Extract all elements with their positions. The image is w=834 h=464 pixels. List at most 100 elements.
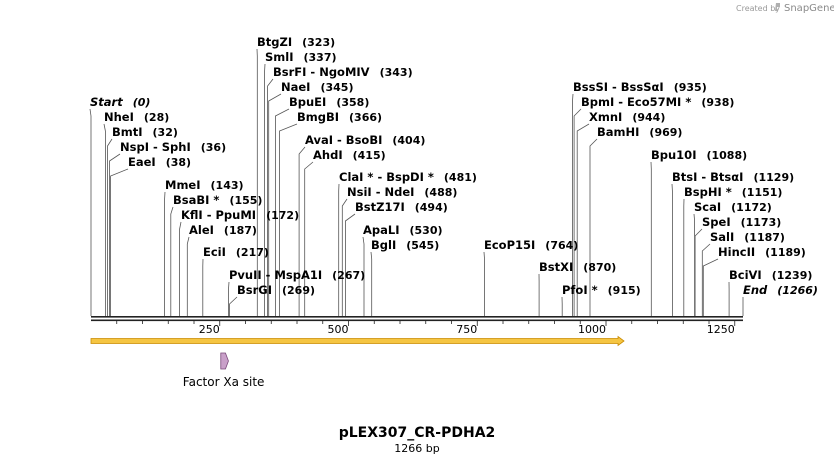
site-label[interactable]: AvaI - BsoBI (404) [305, 133, 425, 147]
site-label[interactable]: BsaBI * (155) [173, 193, 262, 207]
site-position: (143) [211, 179, 244, 192]
site-label[interactable]: End (1266) [743, 283, 818, 297]
site-label[interactable]: Bpu10I (1088) [651, 148, 747, 162]
site-position: (1173) [741, 216, 782, 229]
orf-arrow-shape[interactable] [90, 335, 625, 347]
site-label[interactable]: EaeI (38) [128, 155, 191, 169]
site-position: (1129) [753, 171, 794, 184]
site-position: (343) [380, 66, 413, 79]
site-label[interactable]: ScaI (1172) [694, 200, 772, 214]
site-name: EaeI [128, 155, 156, 169]
site-leader-line [701, 243, 711, 316]
site-name: BstZ17I [355, 200, 405, 214]
site-label[interactable]: AleI (187) [189, 223, 257, 237]
site-name: AhdI [313, 148, 343, 162]
site-name: XmnI [589, 110, 622, 124]
site-label[interactable]: ClaI * - BspDI * (481) [339, 170, 477, 184]
site-leader-line [702, 258, 719, 316]
site-position: (944) [632, 111, 665, 124]
site-label[interactable]: BciVI (1239) [729, 268, 812, 282]
site-labels: Start (0)NheI (28)BmtI (32)NspI - SphI (36) E… [90, 35, 818, 297]
site-name: HincII [718, 245, 755, 259]
site-name: BciVI [729, 268, 762, 282]
site-label[interactable]: EciI (217) [203, 245, 269, 259]
site-label[interactable]: PfoI * (915) [562, 283, 641, 297]
site-leader-line [341, 198, 348, 316]
site-label[interactable]: BpuEI (358) [289, 95, 369, 109]
site-position: (1189) [765, 246, 806, 259]
site-name: AvaI - BsoBI [305, 133, 382, 147]
site-label[interactable]: NaeI (345) [281, 80, 354, 94]
ruler-tick-label: 1000 [578, 323, 606, 336]
site-label[interactable]: SmlI (337) [265, 50, 337, 64]
site-position: (404) [392, 134, 425, 147]
site-name: PfoI * [562, 283, 598, 297]
site-label[interactable]: SpeI (1173) [702, 215, 781, 229]
site-leader-line [572, 93, 574, 316]
site-label[interactable]: NsiI - NdeI (488) [347, 185, 457, 199]
site-name: ClaI * - BspDI * [339, 170, 434, 184]
site-name: End [743, 283, 768, 297]
site-position: (1266) [777, 284, 818, 297]
map-length: 1266 bp [394, 442, 440, 455]
site-leader-line [576, 123, 590, 316]
site-leader-line [110, 168, 129, 316]
site-label[interactable]: BsrGI (269) [237, 283, 315, 297]
site-label[interactable]: BmgBI (366) [297, 110, 382, 124]
site-label[interactable]: BsrFI - NgoMIV (343) [273, 65, 413, 79]
site-label[interactable]: BpmI - Eco57MI * (938) [581, 95, 734, 109]
site-label[interactable]: BssSI - BssSαI (935) [573, 80, 707, 94]
site-leader-line [304, 161, 314, 316]
site-label[interactable]: ApaLI (530) [363, 223, 443, 237]
site-leader-line [694, 228, 703, 316]
site-position: (172) [266, 209, 299, 222]
site-label[interactable]: BtgZI (323) [257, 35, 335, 49]
site-name: BssSI - BssSαI [573, 80, 664, 94]
ruler-tick-label: 500 [328, 323, 349, 336]
map-title: pLEX307_CR-PDHA2 [338, 425, 496, 441]
site-leader-line [370, 251, 373, 316]
site-label[interactable]: EcoP15I (764) [484, 238, 578, 252]
site-label[interactable]: BtsI - BtsαI (1129) [672, 170, 794, 184]
site-label[interactable]: AhdI (415) [313, 148, 386, 162]
site-leader-line [89, 108, 92, 316]
site-leader-line [279, 123, 298, 316]
site-position: (267) [332, 269, 365, 282]
site-position: (915) [608, 284, 641, 297]
site-label[interactable]: HincII (1189) [718, 245, 806, 259]
site-label[interactable]: Start (0) [90, 95, 150, 109]
site-label[interactable]: BspHI * (1151) [684, 185, 782, 199]
site-leader-line [267, 78, 274, 316]
backbone-top-strand [91, 316, 743, 318]
site-leader-line [483, 251, 485, 316]
site-position: (217) [236, 246, 269, 259]
site-name: MmeI [165, 178, 201, 192]
sequence-backbone [91, 316, 743, 322]
site-label[interactable]: PvuII - MspA1I (267) [229, 268, 365, 282]
site-name: Bpu10I [651, 148, 696, 162]
site-label[interactable]: XmnI (944) [589, 110, 665, 124]
site-label[interactable]: NheI (28) [104, 110, 169, 124]
site-name: NheI [104, 110, 134, 124]
site-position: (938) [701, 96, 734, 109]
site-leader-line [170, 206, 174, 316]
site-label[interactable]: MmeI (143) [165, 178, 244, 192]
site-leader-line [693, 213, 695, 316]
site-label[interactable]: NspI - SphI (36) [120, 140, 226, 154]
site-leader-line [298, 146, 306, 316]
site-label[interactable]: SalI (1187) [710, 230, 785, 244]
feature-factor-xa-site[interactable] [220, 352, 229, 370]
site-position: (1239) [772, 269, 813, 282]
site-label[interactable]: BglI (545) [371, 238, 439, 252]
site-label[interactable]: BamHI (969) [597, 125, 682, 139]
site-position: (494) [415, 201, 448, 214]
site-position: (269) [282, 284, 315, 297]
site-label[interactable]: BmtI (32) [112, 125, 178, 139]
site-label[interactable]: BstXI (870) [539, 260, 616, 274]
orf-arrow[interactable] [90, 335, 625, 347]
site-label[interactable]: KflI - PpuMI (172) [181, 208, 299, 222]
site-leader-line [268, 93, 282, 316]
site-label[interactable]: BstZ17I (494) [355, 200, 448, 214]
site-name: BglI [371, 238, 396, 252]
